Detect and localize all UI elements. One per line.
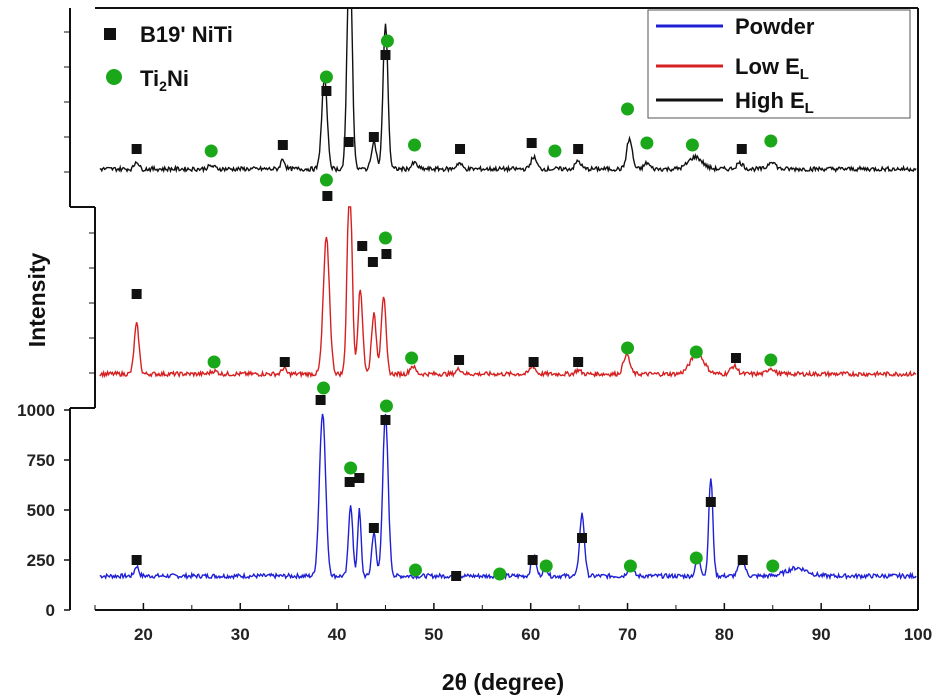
b19-peak-marker: [455, 144, 466, 154]
series-line-high-el: [99, 7, 917, 174]
ti2ni-peak-marker: [539, 559, 553, 573]
b19-peak-marker: [451, 571, 462, 581]
y-tick-label: 750: [27, 451, 55, 470]
ti2ni-label-subscript: 2: [159, 78, 167, 94]
marker-layer: [131, 34, 780, 581]
x-tick-label: 100: [904, 625, 932, 644]
y-tick-label: 0: [46, 601, 55, 620]
b19-peak-marker: [367, 257, 378, 267]
ti2ni-peak-marker: [764, 134, 778, 148]
b19-peak-marker: [454, 355, 465, 365]
legend-label-low-el: Low EL: [735, 54, 809, 83]
ti2ni-peak-marker: [317, 381, 331, 395]
ti2ni-peak-marker: [378, 231, 392, 245]
b19-peak-marker: [381, 249, 392, 259]
ti2ni-peak-marker: [621, 341, 635, 355]
legend-label-low-el-main: Low E: [735, 54, 800, 79]
x-tick-label: 90: [812, 625, 831, 644]
phase-legend-label-ti2ni: Ti2Ni: [140, 66, 189, 94]
b19-peak-marker: [131, 144, 142, 154]
b19-peak-marker: [344, 477, 355, 487]
b19-peak-marker: [354, 473, 365, 483]
b19-peak-marker: [131, 555, 142, 565]
ti2ni-peak-marker: [766, 559, 780, 573]
x-tick-label: 80: [715, 625, 734, 644]
b19-square-marker-icon: [104, 28, 116, 40]
ti2ni-peak-marker: [493, 567, 507, 581]
b19-peak-marker: [368, 132, 379, 142]
ti2ni-peak-marker: [380, 34, 394, 48]
ti2ni-peak-marker: [379, 399, 393, 413]
b19-peak-marker: [315, 395, 326, 405]
ti2ni-label-tail: Ni: [167, 66, 189, 91]
x-tick-label: 70: [618, 625, 637, 644]
ti2ni-peak-marker: [204, 144, 218, 158]
ti2ni-peak-marker: [344, 461, 358, 475]
series-legend: Powder Low EL High EL: [647, 9, 911, 119]
legend-label-high-el: High EL: [735, 88, 814, 117]
b19-peak-marker: [131, 289, 142, 299]
b19-peak-marker: [526, 138, 537, 148]
ti2ni-peak-marker: [405, 351, 419, 365]
y-tick-label: 1000: [17, 401, 55, 420]
x-tick-label: 20: [134, 625, 153, 644]
ti2ni-peak-marker: [685, 138, 699, 152]
b19-peak-marker: [321, 86, 332, 96]
b19-peak-marker: [573, 144, 584, 154]
series-line-low-el: [99, 206, 917, 379]
ti2ni-peak-marker: [548, 144, 562, 158]
series-layer: [99, 7, 917, 581]
ti2ni-peak-marker: [689, 551, 703, 565]
ti2ni-peak-marker: [623, 559, 637, 573]
ti2ni-peak-marker: [640, 136, 654, 150]
b19-peak-marker: [577, 533, 588, 543]
x-tick-label: 40: [328, 625, 347, 644]
legend-label-powder: Powder: [735, 14, 815, 39]
phase-legend: B19' NiTi Ti2Ni: [104, 22, 233, 94]
ti2ni-label-head: Ti: [140, 66, 159, 91]
y-tick-label: 500: [27, 501, 55, 520]
b19-peak-marker: [322, 191, 333, 201]
b19-peak-marker: [527, 555, 538, 565]
b19-peak-marker: [730, 353, 741, 363]
ti2ni-peak-marker: [408, 138, 422, 152]
ti2ni-circle-marker-icon: [106, 69, 122, 85]
x-tick-label: 60: [521, 625, 540, 644]
ti2ni-peak-marker: [621, 102, 635, 116]
b19-peak-marker: [277, 140, 288, 150]
x-tick-label: 50: [424, 625, 443, 644]
b19-peak-marker: [279, 357, 290, 367]
y-tick-label: 250: [27, 551, 55, 570]
legend-label-high-el-main: High E: [735, 88, 805, 113]
b19-peak-marker: [528, 357, 539, 367]
ti2ni-peak-marker: [207, 355, 221, 369]
b19-peak-marker: [368, 523, 379, 533]
b19-peak-marker: [737, 555, 748, 565]
ti2ni-peak-marker: [764, 353, 778, 367]
x-axis-title: 2θ (degree): [442, 669, 564, 695]
x-tick-label: 30: [231, 625, 250, 644]
b19-peak-marker: [380, 50, 391, 60]
ti2ni-peak-marker: [319, 70, 333, 84]
b19-peak-marker: [705, 497, 716, 507]
series-line-powder: [99, 413, 917, 581]
b19-peak-marker: [357, 241, 368, 251]
b19-peak-marker: [343, 137, 354, 147]
y-axis-title: Intensity: [24, 253, 50, 348]
ti2ni-peak-marker: [319, 173, 333, 187]
ti2ni-peak-marker: [408, 563, 422, 577]
b19-peak-marker: [573, 357, 584, 367]
phase-legend-label-b19: B19' NiTi: [140, 22, 233, 47]
legend-label-low-el-sub: L: [800, 66, 809, 83]
legend-label-high-el-sub: L: [805, 100, 814, 117]
b19-peak-marker: [736, 144, 747, 154]
ti2ni-peak-marker: [689, 345, 703, 359]
b19-peak-marker: [380, 415, 391, 425]
